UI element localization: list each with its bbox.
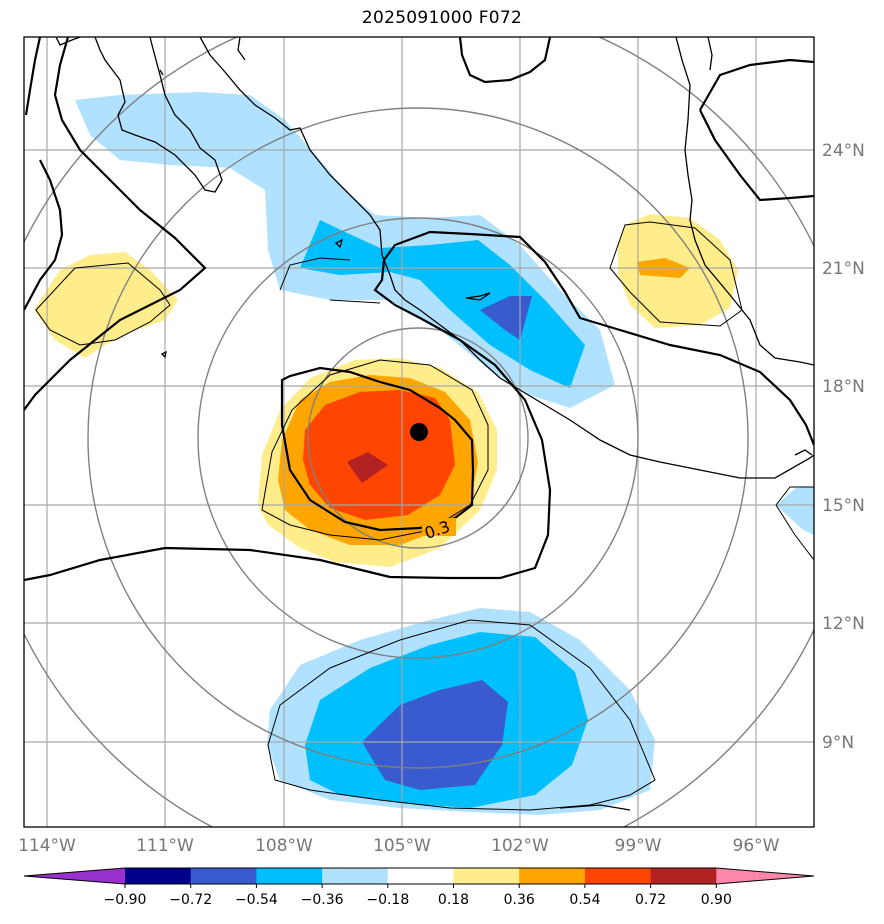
- map-title: 2025091000 F072: [361, 8, 523, 28]
- lat-label: 24°N: [822, 141, 865, 161]
- colorbar-swatch: [453, 868, 520, 884]
- colorbar-extend-high: [716, 868, 814, 884]
- colorbar-tick-label: −0.18: [366, 892, 409, 908]
- storm-center-marker: [410, 423, 428, 441]
- shading-dark-red: [347, 452, 388, 483]
- colorbar-labels: −0.90 −0.72 −0.54 −0.36 −0.18 0.18 0.36 0.54 0.7…: [104, 892, 732, 908]
- colorbar-swatch: [322, 868, 389, 884]
- country-borders: [24, 37, 814, 411]
- lon-label: 102°W: [491, 836, 549, 856]
- lat-label: 12°N: [822, 614, 865, 634]
- lon-label: 96°W: [733, 836, 780, 856]
- colorbar-tick-label: −0.90: [104, 892, 147, 908]
- lon-label: 111°W: [136, 836, 194, 856]
- lat-label: 21°N: [822, 259, 865, 279]
- lat-label: 15°N: [822, 496, 865, 516]
- lat-label: 18°N: [822, 377, 865, 397]
- colorbar-tick-label: −0.36: [301, 892, 344, 908]
- colorbar-tick-label: 0.54: [569, 892, 600, 908]
- lon-label: 108°W: [255, 836, 313, 856]
- colorbar-tick-label: −0.54: [235, 892, 278, 908]
- colorbar-swatch: [519, 868, 586, 884]
- thin-contours: [35, 221, 814, 811]
- colorbar-tick-label: 0.72: [635, 892, 666, 908]
- colorbar-swatch: [190, 868, 257, 884]
- shading-red-orange: [303, 390, 455, 520]
- thick-contours: [24, 230, 814, 582]
- colorbar-swatch: [125, 868, 192, 884]
- colorbar: [23, 867, 815, 888]
- lon-label: 105°W: [373, 836, 431, 856]
- colorbar-swatch: [256, 868, 323, 884]
- colorbar-swatch: [584, 868, 652, 884]
- colorbar-extend-low: [24, 868, 125, 884]
- lon-label: 114°W: [18, 836, 76, 856]
- coastline: [55, 37, 814, 811]
- map-frame: [23, 36, 815, 828]
- map-area: [24, 37, 814, 827]
- colorbar-tick-label: 0.36: [504, 892, 535, 908]
- colorbar-tick-label: 0.90: [701, 892, 732, 908]
- longitude-labels: 114°W 111°W 108°W 105°W 102°W 99°W 96°W: [18, 836, 780, 856]
- range-rings: [24, 37, 814, 827]
- colorbar-swatch: [650, 868, 717, 884]
- latitude-labels: 24°N 21°N 18°N 15°N 12°N 9°N: [822, 141, 865, 753]
- colorbar-swatch: [387, 868, 454, 884]
- colorbar-tick-label: 0.18: [438, 892, 469, 908]
- contour-label-group: 0.3: [422, 517, 456, 543]
- lat-label: 9°N: [822, 733, 854, 753]
- shading-dark-blue: [362, 296, 532, 790]
- lon-label: 99°W: [615, 836, 662, 856]
- colorbar-tick-label: −0.72: [169, 892, 212, 908]
